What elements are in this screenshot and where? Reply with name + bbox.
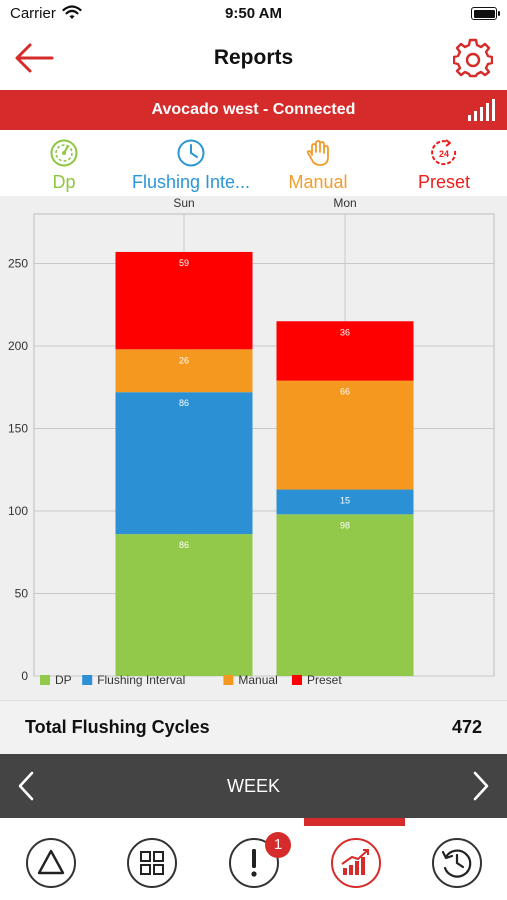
y-tick-label: 50 xyxy=(15,587,29,601)
data-label: 86 xyxy=(179,540,189,550)
tab-reports[interactable] xyxy=(331,838,381,888)
bar-segment xyxy=(276,321,414,381)
y-tick-label: 150 xyxy=(8,422,28,436)
page-title: Reports xyxy=(213,46,294,69)
x-tick-label: Sun xyxy=(173,196,194,210)
tab-notifications[interactable]: 1 xyxy=(229,832,291,888)
legend-label: Flushing Interval xyxy=(97,673,185,687)
total-row: Total Flushing Cycles 472 xyxy=(0,700,507,754)
clock-icon xyxy=(177,139,205,167)
data-label: 86 xyxy=(179,398,189,408)
data-label: 98 xyxy=(340,520,350,530)
period-selector: WEEK xyxy=(0,754,507,818)
y-tick-label: 250 xyxy=(8,257,28,271)
exclamation-icon xyxy=(251,849,257,877)
hand-icon xyxy=(306,140,329,166)
legend-label: Preset xyxy=(307,673,342,687)
bottom-tab-bar: 1 xyxy=(0,818,507,900)
legend-label: DP xyxy=(55,673,72,687)
bar-segment xyxy=(276,489,414,515)
notification-badge: 1 xyxy=(265,832,291,858)
gear-icon[interactable] xyxy=(453,38,493,78)
grid-icon xyxy=(140,851,164,875)
data-label: 26 xyxy=(179,355,189,365)
flushing-chart: 0 50 100 150 200 250 Sun 86 86 26 59 Mon 98 15 66 36 DP F… xyxy=(0,196,507,700)
total-label: Total Flushing Cycles xyxy=(25,717,210,737)
y-tick-label: 200 xyxy=(8,339,28,353)
bar-segment xyxy=(276,514,414,676)
stacked-bar-chart: 0 50 100 150 200 250 Sun 86 86 26 59 Mon 98 15 66 36 DP F… xyxy=(8,196,495,687)
back-arrow-icon[interactable] xyxy=(12,40,56,76)
data-label: 66 xyxy=(340,387,350,397)
clock: 9:50 AM xyxy=(225,5,282,22)
bar-segment xyxy=(115,392,253,535)
filter-dp-label: Dp xyxy=(52,172,76,192)
gauge-icon xyxy=(50,139,78,167)
connection-banner: Avocado west - Connected xyxy=(0,90,507,130)
legend-swatch xyxy=(40,675,50,685)
filter-flushing-interval[interactable]: Flushing Inte... xyxy=(124,130,258,196)
tab-history[interactable] xyxy=(432,838,482,888)
filter-preset-label: Preset xyxy=(417,172,471,192)
history-icon xyxy=(441,849,472,878)
x-tick-label: Mon xyxy=(333,196,356,210)
signal-strength-icon xyxy=(468,99,495,121)
bar-segment xyxy=(115,251,253,350)
total-value: 472 xyxy=(451,717,482,737)
legend-swatch xyxy=(292,675,302,685)
chevron-right-icon[interactable] xyxy=(469,770,493,802)
triangle-icon xyxy=(37,849,65,875)
tab-alerts[interactable] xyxy=(26,838,76,888)
data-label: 15 xyxy=(340,496,350,506)
tab-dashboard[interactable] xyxy=(127,838,177,888)
battery-icon xyxy=(471,7,500,20)
plot-frame xyxy=(33,213,495,677)
y-tick-label: 0 xyxy=(21,669,28,683)
timer-24-icon: 24 xyxy=(431,139,457,166)
nav-bar: Reports xyxy=(0,28,507,90)
wifi-icon xyxy=(62,5,82,19)
period-label: WEEK xyxy=(226,776,280,796)
svg-text:24: 24 xyxy=(439,149,449,159)
data-label: 59 xyxy=(179,258,189,268)
connection-status: Avocado west - Connected xyxy=(151,101,356,118)
legend-label: Manual xyxy=(238,673,277,687)
data-label: 36 xyxy=(340,327,350,337)
filter-flushing-interval-label: Flushing Inte... xyxy=(131,172,251,192)
chevron-left-icon[interactable] xyxy=(14,770,38,802)
y-tick-label: 100 xyxy=(8,504,28,518)
legend-swatch xyxy=(82,675,93,685)
chart-icon xyxy=(341,849,369,875)
flush-type-filter: Dp Flushing Inte... Manual 24 Preset xyxy=(0,130,507,196)
carrier-label: Carrier xyxy=(10,5,56,22)
status-bar: Carrier 9:50 AM xyxy=(0,0,507,28)
filter-dp[interactable]: Dp xyxy=(14,130,114,196)
filter-manual-label: Manual xyxy=(288,172,348,192)
bar-segment xyxy=(276,380,414,490)
filter-preset[interactable]: 24 Preset xyxy=(394,130,494,196)
legend-swatch xyxy=(223,675,234,685)
active-tab-indicator xyxy=(304,818,405,826)
filter-manual[interactable]: Manual xyxy=(268,130,368,196)
bar-segment xyxy=(115,349,253,393)
bar-segment xyxy=(115,534,253,676)
